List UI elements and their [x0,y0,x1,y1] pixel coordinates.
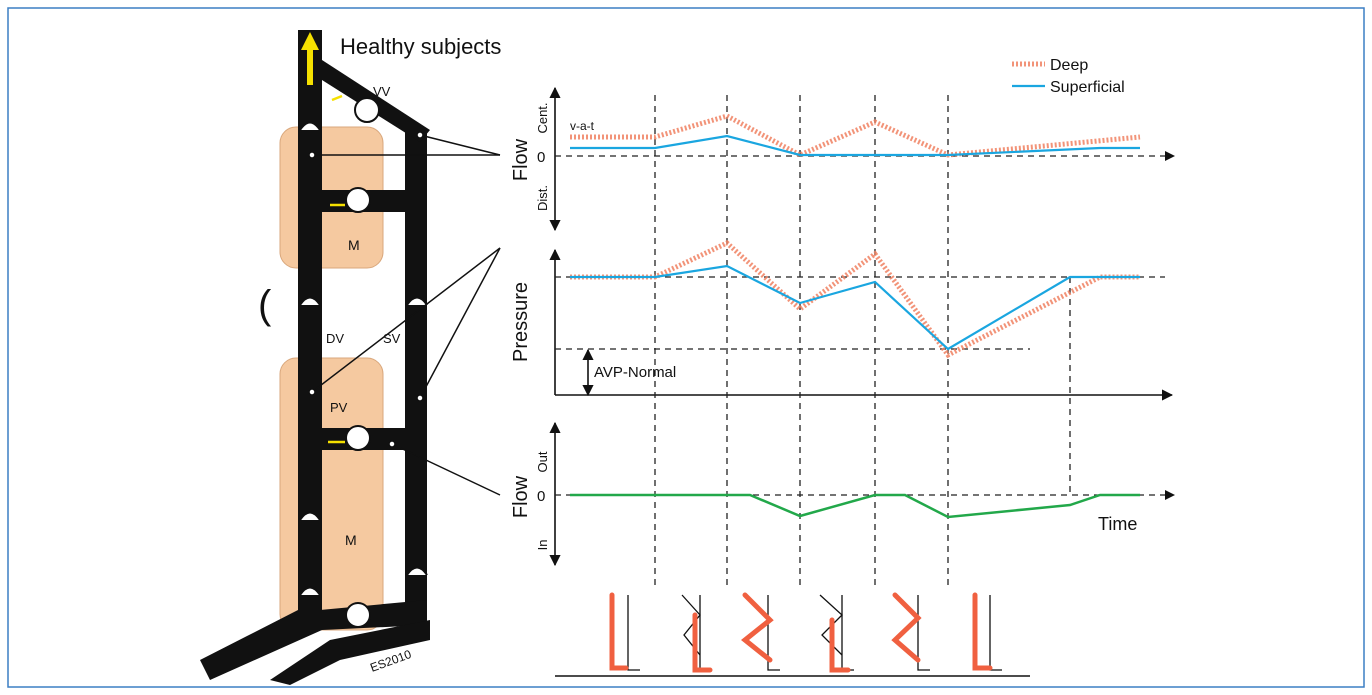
leg-icons [555,592,1030,677]
title: Healthy subjects [340,34,501,59]
axis-label: Flow [510,138,532,181]
axis-label: 0 [537,149,545,166]
legend-label: Deep [1050,57,1088,74]
axis-label: Dist. [535,185,550,211]
label: VV [373,84,391,99]
axes [549,86,1175,585]
label: PV [330,400,348,415]
axis-label: Flow [510,475,532,518]
axis-label: Pressure [510,282,532,362]
axis-label: 0 [537,488,545,505]
axis-label: Out [535,451,550,472]
axis-label: Cent. [535,102,550,133]
axis-label: In [535,540,550,551]
vein-diagram [200,30,501,685]
frame [7,7,1365,688]
annotation: AVP-Normal [594,364,676,381]
label: DV [326,331,344,346]
label: M [345,532,357,548]
label: M [348,237,360,253]
legend-label: Superficial [1050,79,1125,96]
label: SV [383,331,401,346]
annotation: v-a-t [570,119,595,133]
axis-label: Time [1098,514,1137,534]
bracket: ( [258,283,272,327]
